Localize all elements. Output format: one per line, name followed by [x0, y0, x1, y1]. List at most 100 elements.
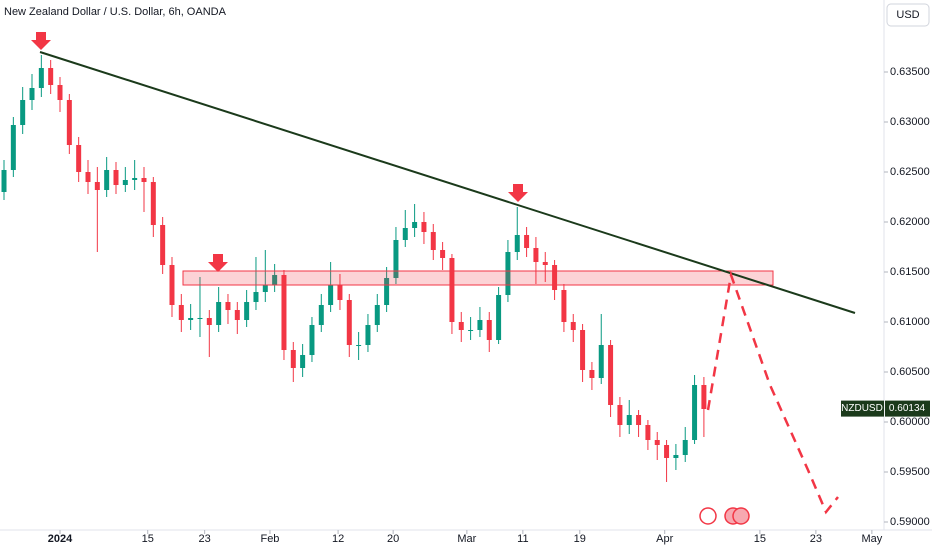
y-tick-label: 0.63500	[890, 66, 930, 78]
x-tick-label: 12	[332, 533, 344, 545]
x-tick-label: 2024	[48, 533, 73, 545]
trend-line	[39, 51, 856, 314]
candle-body	[673, 455, 679, 458]
last-price-label: 0.60134	[889, 403, 926, 414]
candle-body	[374, 305, 380, 325]
y-tick-label: 0.63000	[890, 116, 930, 128]
candle-body	[160, 225, 166, 265]
candle-body	[328, 285, 334, 305]
x-tick-label: 20	[387, 533, 399, 545]
x-tick-label: 19	[574, 533, 586, 545]
candle-body	[85, 172, 91, 182]
candle-body	[346, 300, 352, 345]
candle-body	[104, 170, 110, 190]
candle-body	[169, 265, 175, 305]
candle-body	[365, 325, 371, 345]
candles	[1, 55, 707, 482]
candle-body	[57, 85, 63, 100]
candle-body	[188, 318, 194, 320]
candle-body	[272, 275, 278, 285]
candle-body	[150, 182, 156, 225]
candle-body	[309, 325, 315, 355]
candle-body	[29, 88, 35, 100]
candle-body	[533, 248, 539, 262]
candle-body	[225, 302, 231, 310]
candle-body	[76, 145, 82, 172]
candle-body	[20, 100, 26, 125]
candle-body	[132, 178, 138, 180]
candle-body	[664, 445, 670, 458]
candle-body	[290, 350, 296, 368]
candle-body	[421, 222, 427, 232]
candle-body	[514, 235, 520, 252]
resistance-zone	[182, 270, 774, 286]
y-tick-label: 0.59000	[890, 516, 930, 528]
candle-body	[197, 318, 203, 319]
x-tick-label: 23	[199, 533, 211, 545]
candle-body	[617, 405, 623, 425]
candle-body	[570, 322, 576, 330]
candle-body	[636, 415, 642, 425]
candle-body	[692, 385, 698, 440]
x-tick-label: 23	[810, 533, 822, 545]
event-icon[interactable]	[732, 507, 750, 525]
candle-body	[262, 285, 268, 292]
candle-body	[393, 240, 399, 278]
candle-body	[48, 68, 54, 85]
candle-body	[141, 178, 147, 182]
candle-body	[608, 345, 614, 405]
event-icon[interactable]	[699, 507, 717, 525]
candle-body	[356, 345, 362, 346]
candle-body	[113, 170, 119, 185]
candle-body	[412, 222, 418, 228]
x-tick-label: 15	[142, 533, 154, 545]
candle-body	[598, 345, 604, 378]
y-tick-label: 0.60500	[890, 366, 930, 378]
candle-body	[561, 290, 567, 322]
y-tick-label: 0.59500	[890, 466, 930, 478]
candle-body	[496, 295, 502, 340]
candle-body	[468, 330, 474, 331]
y-tick-label: 0.61500	[890, 266, 930, 278]
candle-body	[542, 262, 548, 265]
candle-body	[244, 302, 250, 320]
candle-body	[178, 305, 184, 320]
candle-body	[253, 292, 259, 302]
candle-body	[486, 320, 492, 340]
candle-body	[281, 275, 287, 350]
x-tick-label: 15	[754, 533, 766, 545]
symbol-tag	[841, 400, 884, 417]
candle-body	[524, 235, 530, 248]
candle-body	[38, 68, 44, 88]
y-tick-label: 0.62000	[890, 216, 930, 228]
arrow-marker	[208, 254, 228, 272]
x-tick-label: Mar	[457, 533, 476, 545]
candle-body	[645, 425, 651, 440]
x-tick-label: Apr	[656, 533, 673, 545]
chart-title: New Zealand Dollar / U.S. Dollar, 6h, OA…	[4, 6, 227, 18]
candle-body	[206, 318, 212, 325]
candle-body	[552, 265, 558, 290]
candle-body	[430, 232, 436, 250]
currency-button[interactable]	[886, 3, 930, 27]
candle-body	[10, 125, 16, 170]
candle-body	[505, 252, 511, 295]
candle-body	[701, 385, 707, 409]
candle-body	[440, 250, 446, 258]
candle-body	[66, 100, 72, 145]
candle-body	[626, 415, 632, 425]
projection-path	[706, 270, 839, 515]
candle-body	[402, 228, 408, 240]
candle-body	[122, 180, 128, 185]
candle-body	[654, 440, 660, 445]
x-tick-label: May	[861, 533, 882, 545]
candle-body	[216, 302, 222, 325]
arrow-marker	[31, 32, 51, 50]
candle-body	[458, 322, 464, 330]
candle-body	[300, 355, 306, 368]
candle-body	[580, 330, 586, 370]
candle-body	[384, 278, 390, 305]
currency-label[interactable]: USD	[896, 9, 919, 21]
